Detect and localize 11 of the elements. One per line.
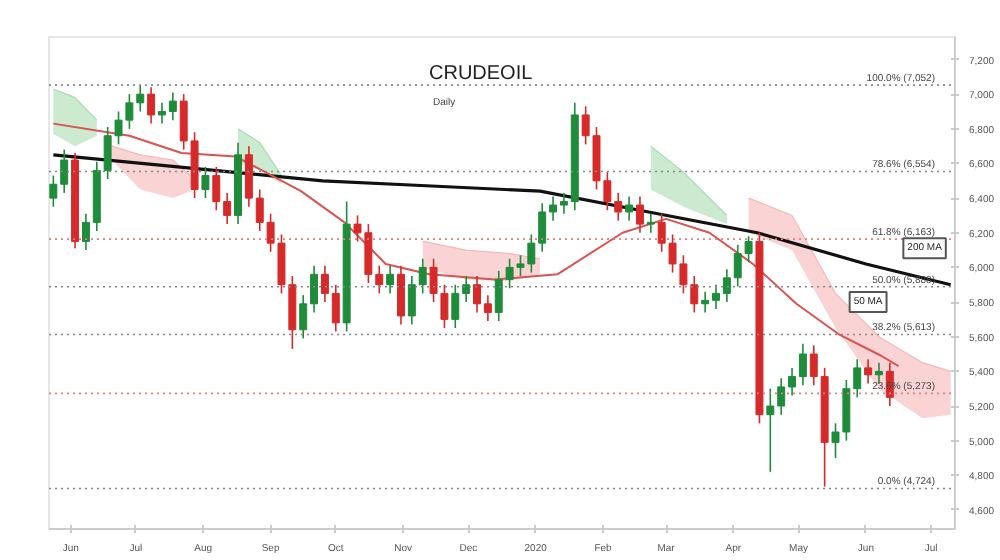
candlestick: [201, 166, 210, 199]
candlestick: [646, 212, 655, 234]
candlestick: [635, 195, 644, 234]
candlestick: [874, 361, 883, 385]
candlestick: [864, 358, 873, 385]
line-series: [51, 153, 953, 287]
candlestick: [147, 86, 156, 125]
candlestick: [396, 264, 405, 326]
candlestick: [625, 195, 634, 222]
text: CRUDEOIL: [429, 63, 534, 85]
candlestick: [386, 264, 395, 295]
